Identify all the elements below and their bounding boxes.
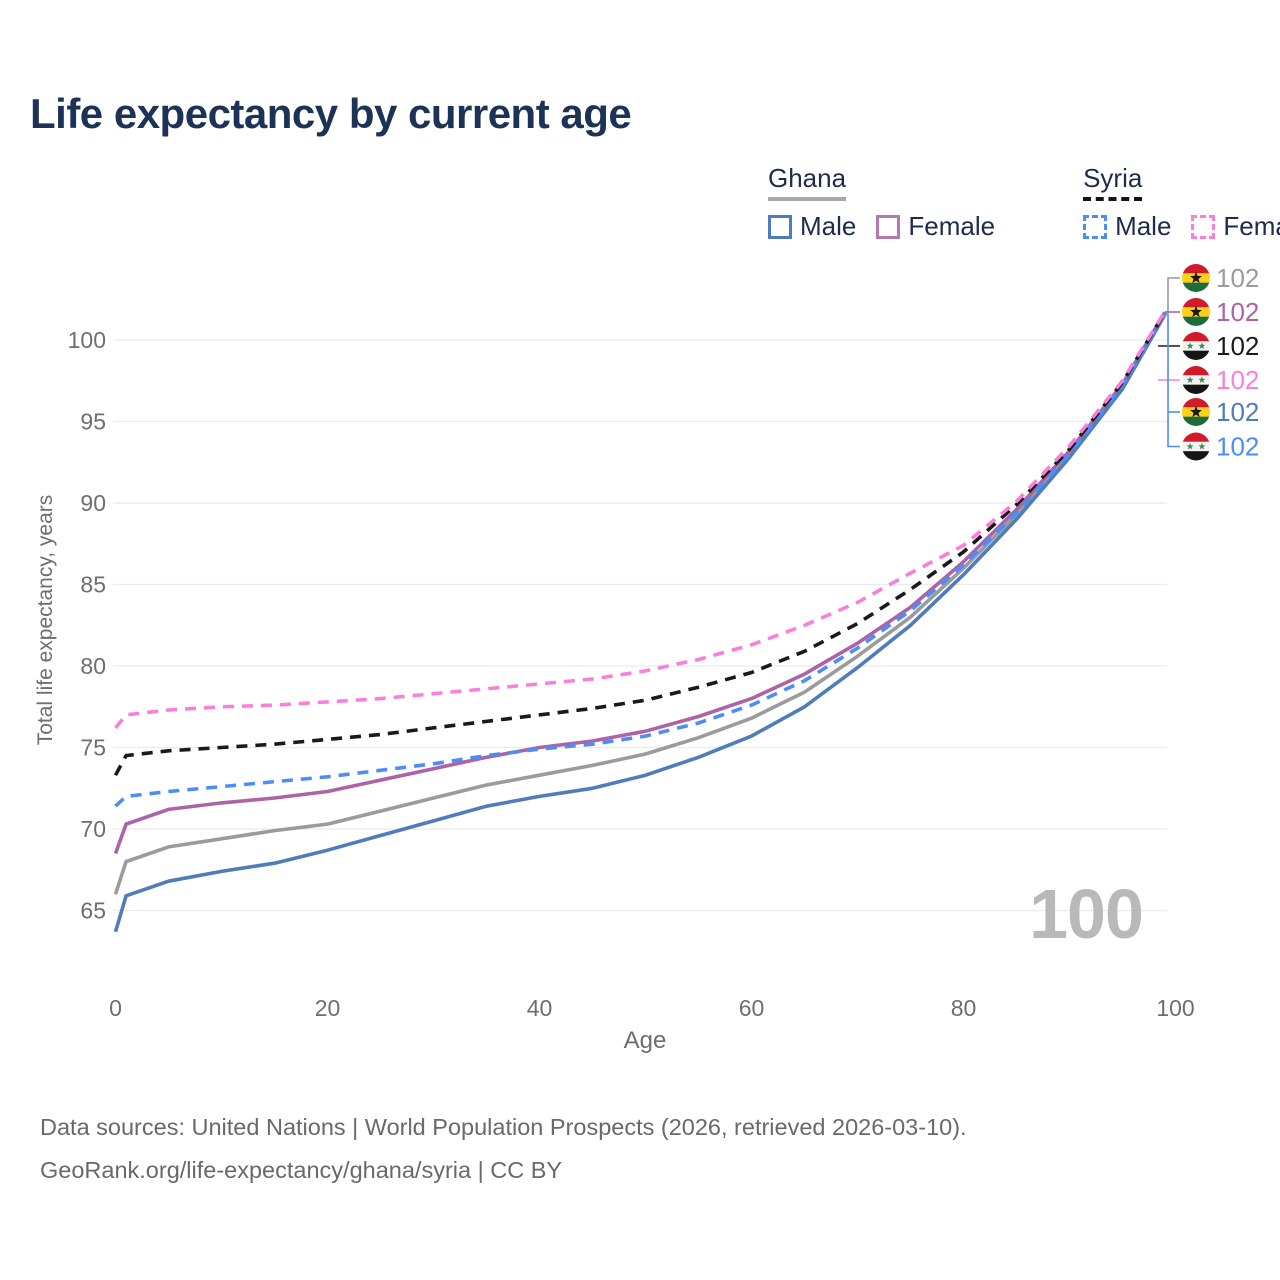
y-tick-label-90: 90 <box>80 490 106 516</box>
end-value-label-ghana-female: 102 <box>1216 297 1259 327</box>
series-line-syria-both <box>113 311 1167 777</box>
page-title: Life expectancy by current age <box>30 90 632 137</box>
y-axis-title: Total life expectancy, years <box>34 494 57 746</box>
y-tick-label-95: 95 <box>80 409 106 435</box>
footer-attribution-url: GeoRank.org/life-expectancy/ghana/syria … <box>40 1157 563 1183</box>
legend-group-title-syria: Syria <box>1083 163 1143 201</box>
series-line-syria-female <box>114 310 1167 730</box>
y-tick-label-65: 65 <box>80 898 106 924</box>
y-tick-label-75: 75 <box>80 735 106 761</box>
y-tick-label-85: 85 <box>80 572 106 598</box>
legend-items-ghana: Male Female <box>768 211 1015 242</box>
x-tick-label-80: 80 <box>951 995 977 1021</box>
syria-flag-icon <box>1182 432 1210 461</box>
end-value-label-syria-female: 102 <box>1216 365 1259 395</box>
legend-label-ghana-male: Male <box>800 211 857 241</box>
legend-label-syria-female: Female <box>1223 211 1280 241</box>
legend-swatch-syria-male-icon <box>1083 214 1108 239</box>
footer-data-sources: Data sources: United Nations | World Pop… <box>40 1114 967 1140</box>
end-value-label-syria-both: 102 <box>1216 331 1259 361</box>
syria-flag-icon <box>1182 366 1210 394</box>
y-tick-label-70: 70 <box>80 816 106 842</box>
end-value-label-syria-male: 102 <box>1216 432 1259 462</box>
chart-legend: Ghana Male Female Syria Male Female <box>768 163 1280 242</box>
legend-swatch-ghana-female-icon <box>876 214 901 239</box>
leader-line-syria-male <box>1165 313 1180 448</box>
ghana-flag-icon <box>1182 264 1210 292</box>
end-value-label-ghana-both: 102 <box>1216 263 1259 293</box>
legend-label-ghana-female: Female <box>908 211 996 241</box>
end-value-label-ghana-male: 102 <box>1216 397 1259 427</box>
legend-group-ghana: Ghana Male Female <box>768 163 1015 242</box>
legend-items-syria: Male Female <box>1083 211 1280 242</box>
watermark-age-label: 100 <box>1029 875 1143 953</box>
series-line-syria-male <box>114 312 1167 808</box>
ghana-flag-icon <box>1182 298 1210 326</box>
legend-swatch-syria-female-icon <box>1191 214 1216 239</box>
x-tick-label-20: 20 <box>315 995 341 1021</box>
legend-group-title-ghana: Ghana <box>768 163 847 201</box>
series-line-ghana-female <box>113 311 1167 855</box>
x-tick-label-100: 100 <box>1156 995 1194 1021</box>
series-line-ghana-both <box>113 312 1167 895</box>
footer: Data sources: United Nations | World Pop… <box>40 1106 967 1192</box>
ghana-flag-icon <box>1182 398 1210 426</box>
y-tick-label-100: 100 <box>68 327 106 353</box>
x-axis-title: Age <box>624 1027 667 1054</box>
leader-line-ghana-both <box>1165 277 1180 313</box>
legend-swatch-ghana-male-icon <box>768 214 792 239</box>
y-tick-label-80: 80 <box>80 653 106 679</box>
x-tick-label-40: 40 <box>527 995 553 1021</box>
x-tick-label-60: 60 <box>739 995 765 1021</box>
x-tick-label-0: 0 <box>109 995 122 1021</box>
legend-group-syria: Syria Male Female <box>1083 163 1280 242</box>
series-line-ghana-male <box>113 313 1167 933</box>
legend-label-syria-male: Male <box>1115 211 1172 241</box>
syria-flag-icon <box>1182 332 1210 360</box>
